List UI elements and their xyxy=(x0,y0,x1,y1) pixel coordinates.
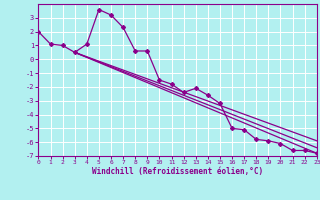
X-axis label: Windchill (Refroidissement éolien,°C): Windchill (Refroidissement éolien,°C) xyxy=(92,167,263,176)
